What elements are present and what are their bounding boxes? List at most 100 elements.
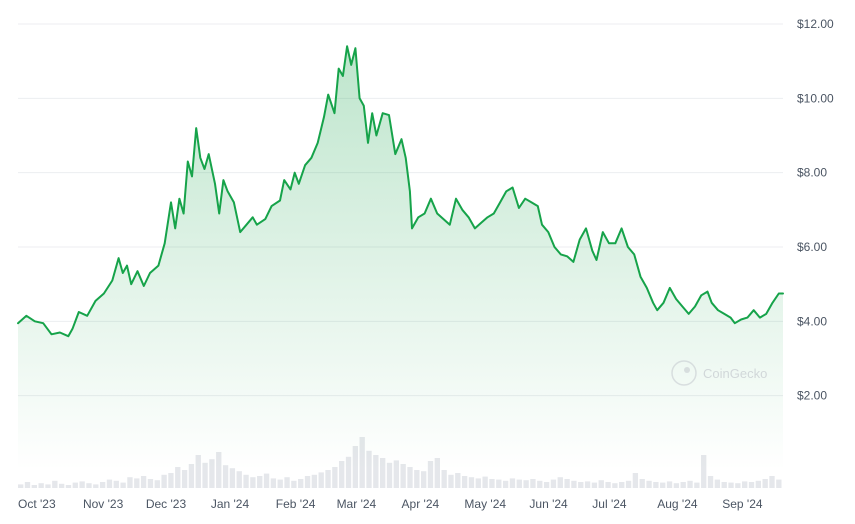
- x-tick-label: Mar '24: [337, 497, 377, 511]
- volume-bar: [461, 476, 468, 488]
- x-tick-label: Feb '24: [276, 497, 316, 511]
- y-tick-label: $2.00: [797, 389, 827, 403]
- volume-bar: [612, 483, 618, 488]
- volume-bar: [646, 480, 652, 488]
- price-area-fill: [18, 46, 783, 471]
- volume-bar: [86, 483, 92, 488]
- volume-bar: [707, 476, 714, 488]
- volume-bar: [263, 473, 270, 488]
- y-tick-label: $6.00: [797, 240, 827, 254]
- volume-bar: [632, 473, 639, 488]
- volume-bar: [318, 472, 324, 488]
- volume-bar: [414, 470, 420, 488]
- volume-bar: [79, 481, 85, 488]
- volume-bar: [591, 482, 598, 488]
- volume-bar: [543, 482, 550, 488]
- volume-bar: [58, 483, 65, 488]
- volume-bar: [291, 480, 297, 488]
- volume-bar: [257, 476, 263, 488]
- volume-bar: [605, 482, 611, 488]
- volume-bar: [277, 479, 283, 488]
- volume-bar: [99, 482, 106, 488]
- volume-bar: [339, 461, 345, 488]
- volume-bar: [687, 480, 693, 488]
- volume-bar: [147, 479, 154, 488]
- volume-bar: [516, 479, 522, 488]
- volume-bar: [557, 477, 563, 488]
- volume-bar: [748, 482, 755, 488]
- coingecko-logo-icon: [671, 360, 697, 386]
- volume-bar: [195, 455, 201, 488]
- x-tick-label: Apr '24: [402, 497, 440, 511]
- volume-bar: [489, 479, 495, 488]
- volume-bar: [106, 479, 113, 488]
- volume-bar: [735, 483, 741, 488]
- volume-bar: [175, 467, 181, 488]
- volume-bar: [380, 458, 386, 488]
- volume-bar: [578, 482, 584, 488]
- volume-bar: [284, 477, 290, 488]
- volume-bar: [660, 482, 666, 488]
- volume-bar: [475, 478, 481, 488]
- volume-bar: [523, 480, 529, 488]
- volume-bar: [530, 479, 536, 488]
- volume-bar: [270, 478, 277, 488]
- volume-bar: [584, 481, 591, 488]
- volume-bar: [202, 462, 208, 488]
- price-area: [18, 46, 783, 471]
- volume-bar: [619, 482, 625, 488]
- volume-bar: [769, 476, 775, 488]
- volume-bar: [45, 484, 51, 488]
- volume-bar: [229, 468, 236, 488]
- coingecko-watermark: CoinGecko: [671, 360, 767, 386]
- volume-bar: [625, 480, 632, 488]
- volume-bar: [666, 481, 673, 488]
- volume-bar: [762, 479, 768, 488]
- volume-bar: [181, 470, 188, 488]
- volume-bar: [537, 480, 543, 488]
- volume-bar: [496, 479, 502, 488]
- volume-bar: [509, 478, 516, 488]
- volume-bar: [680, 482, 686, 488]
- volume-bar: [420, 471, 427, 488]
- volume-bar: [728, 482, 734, 488]
- volume-bar: [714, 479, 721, 488]
- volume-bar: [407, 467, 413, 488]
- volume-bar: [93, 484, 99, 488]
- volume-bar: [332, 467, 338, 488]
- volume-bar: [434, 458, 440, 488]
- volume-bar: [653, 482, 659, 488]
- volume-bar: [38, 483, 44, 488]
- x-tick-label: Oct '23: [18, 497, 56, 511]
- x-tick-label: Dec '23: [146, 497, 187, 511]
- y-tick-label: $12.00: [797, 17, 834, 31]
- coingecko-logo-eye-icon: [684, 367, 690, 373]
- y-tick-label: $4.00: [797, 314, 827, 328]
- x-tick-label: Jan '24: [211, 497, 250, 511]
- price-line: [17, 45, 784, 338]
- volume-bar: [31, 485, 37, 488]
- volume-bar: [161, 474, 167, 488]
- y-tick-label: $8.00: [797, 166, 827, 180]
- volume-bar: [564, 479, 570, 488]
- volume-bar: [468, 477, 475, 488]
- volume-bar: [304, 476, 311, 488]
- volume-bar: [742, 481, 748, 488]
- x-tick-label: Nov '23: [83, 497, 124, 511]
- volume-bar: [134, 478, 140, 488]
- volume-bar: [502, 480, 509, 488]
- x-tick-label: May '24: [464, 497, 506, 511]
- volume-bar: [455, 473, 461, 488]
- volume-bar: [168, 473, 174, 488]
- volume-bar: [701, 455, 707, 488]
- volume-bar: [673, 483, 680, 488]
- y-tick-label: $10.00: [797, 91, 834, 105]
- volume-bar: [120, 482, 126, 488]
- volume-bar: [298, 479, 304, 488]
- volume-bar: [448, 474, 454, 488]
- volume-bar: [65, 485, 72, 488]
- x-tick-label: Sep '24: [722, 497, 763, 511]
- x-tick-label: Aug '24: [657, 497, 698, 511]
- volume-bar: [345, 456, 352, 488]
